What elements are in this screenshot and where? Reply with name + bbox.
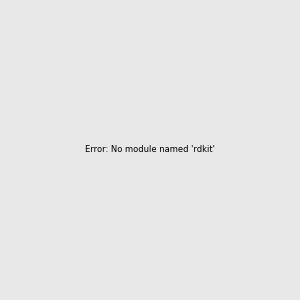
Text: Error: No module named 'rdkit': Error: No module named 'rdkit' (85, 146, 215, 154)
